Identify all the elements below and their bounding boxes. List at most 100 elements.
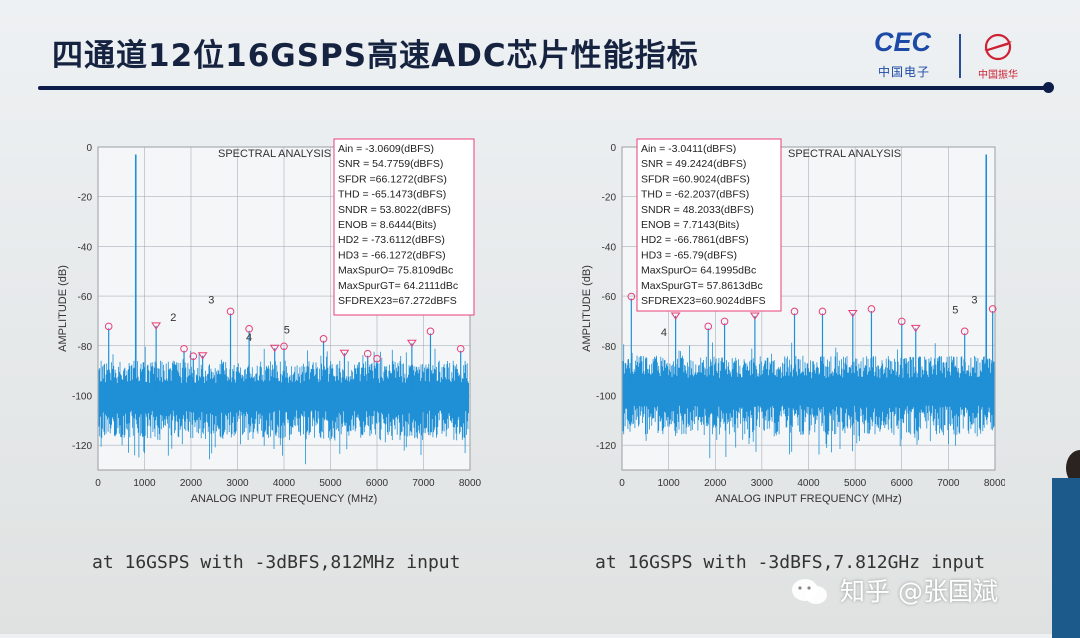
spur-marker — [720, 317, 729, 326]
y-tick-label: -60 — [78, 292, 93, 303]
spur-marker — [847, 309, 858, 318]
stat-line: Ain = -3.0609(dBFS) — [338, 143, 434, 155]
y-tick-label: -20 — [78, 193, 93, 204]
y-tick-label: 0 — [86, 143, 92, 154]
x-tick-label: 7000 — [937, 478, 960, 489]
y-tick-label: -120 — [72, 441, 92, 452]
spur-marker — [197, 352, 208, 360]
spur-marker — [363, 349, 372, 358]
spectrum-chart-right: 0 1000 2000 3000 4000 5000 6000 7000 8000 0 -20 -40… — [581, 138, 1005, 505]
x-tick-label: 3000 — [751, 478, 774, 489]
spur-marker — [704, 322, 713, 331]
chart-caption-right: at 16GSPS with -3dBFS,7.812GHz input — [595, 552, 986, 573]
chart-caption-left: at 16GSPS with -3dBFS,812MHz input — [92, 552, 461, 573]
x-tick-label: 8000 — [984, 478, 1005, 489]
harmonic-label: 4 — [661, 327, 667, 339]
stat-line: HD3 = -65.79(dBFS) — [641, 249, 737, 261]
stat-line: SNDR = 48.2033(dBFS) — [641, 204, 754, 216]
speaker-figure — [1052, 450, 1080, 638]
zhenhua-emblem-icon — [984, 33, 1012, 61]
x-tick-label: 5000 — [319, 478, 342, 489]
spur-marker — [670, 312, 681, 320]
x-tick-label: 1000 — [658, 478, 681, 489]
wechat-icon — [792, 579, 827, 604]
noise-floor-trace — [622, 342, 995, 459]
stat-line: SNR = 49.2424(dBFS) — [641, 158, 746, 170]
x-tick-label: 2000 — [704, 478, 727, 489]
spectrum-chart-left: 0 1000 2000 3000 4000 5000 6000 7000 8000 0 -20 -40… — [57, 138, 482, 505]
x-tick-label: 3000 — [226, 478, 249, 489]
x-tick-label: 0 — [95, 478, 101, 489]
stat-line: ENOB = 8.6444(Bits) — [338, 219, 436, 231]
spur-marker — [339, 349, 350, 358]
spur-marker — [910, 324, 921, 333]
spur-marker — [151, 322, 162, 330]
stat-line: SFDR =60.9024(dBFS) — [641, 173, 750, 185]
stat-line: HD2 = -73.6112(dBFS) — [338, 234, 445, 246]
spur-marker — [189, 352, 198, 360]
spur-marker — [988, 305, 997, 313]
spur-marker — [749, 312, 760, 320]
stats-box — [636, 138, 782, 312]
y-axis-label: AMPLITUDE (dB) — [57, 265, 69, 352]
stat-line: Ain = -3.0411(dBFS) — [641, 143, 736, 155]
stat-line: THD = -62.2037(dBFS) — [641, 189, 749, 201]
stat-line: MaxSpurGT= 64.2111dBc — [338, 280, 458, 292]
stat-line: HD3 = -66.1272(dBFS) — [338, 249, 446, 261]
stat-line: ENOB = 7.7143(Bits) — [641, 219, 739, 231]
stat-line: SNR = 54.7759(dBFS) — [338, 158, 443, 170]
y-tick-label: -40 — [78, 242, 93, 253]
spur-marker — [456, 344, 465, 353]
x-tick-label: 6000 — [891, 478, 914, 489]
spur-marker — [180, 344, 188, 353]
x-tick-label: 5000 — [844, 478, 867, 489]
x-tick-label: 7000 — [412, 478, 435, 489]
spur-marker — [104, 322, 113, 331]
x-tick-label: 2000 — [180, 478, 203, 489]
y-axis-label: AMPLITUDE (dB) — [581, 265, 593, 352]
y-tick-label: -120 — [596, 441, 616, 452]
stat-line: MaxSpurGT= 57.8613dBc — [641, 280, 763, 292]
harmonic-label: 3 — [208, 295, 214, 307]
stat-line: MaxSpurO= 64.1995dBc — [641, 265, 756, 277]
x-axis-label: ANALOG INPUT FREQUENCY (MHz) — [191, 493, 378, 505]
spur-marker — [319, 335, 328, 343]
x-tick-label: 4000 — [797, 478, 820, 489]
zhenhua-logo-subtitle: 中国振华 — [978, 70, 1018, 81]
spur-marker — [818, 307, 827, 316]
slide-title: 四通道12位16GSPS高速ADC芯片性能指标 — [52, 38, 699, 74]
spur-marker — [960, 327, 969, 336]
spur-marker — [269, 344, 280, 353]
stat-line: SFDREX23=67.272dBFS — [338, 295, 457, 307]
stat-line: THD = -65.1473(dBFS) — [338, 189, 446, 201]
title-rule-end-dot — [1043, 82, 1054, 93]
y-tick-label: -60 — [602, 292, 617, 303]
y-tick-label: -40 — [602, 242, 617, 253]
y-tick-label: -80 — [78, 342, 93, 353]
stat-line: SNDR = 53.8022(dBFS) — [338, 204, 451, 216]
spur-marker — [280, 342, 288, 351]
spur-marker — [245, 325, 253, 333]
x-tick-label: 8000 — [459, 478, 482, 489]
y-tick-label: -100 — [596, 391, 616, 402]
logo-divider — [959, 34, 961, 78]
x-tick-label: 6000 — [366, 478, 389, 489]
spur-marker — [867, 305, 876, 313]
stat-line: SFDREX23=60.9024dBFS — [641, 295, 766, 307]
spur-marker — [226, 307, 235, 316]
harmonic-label: 2 — [170, 312, 176, 324]
y-tick-label: -20 — [602, 193, 617, 204]
x-tick-label: 4000 — [273, 478, 296, 489]
chart-title: SPECTRAL ANALYSIS — [788, 148, 901, 160]
spur-marker — [406, 339, 417, 348]
cec-logo-subtitle: 中国电子 — [878, 65, 931, 79]
spur-marker — [373, 354, 381, 363]
y-tick-label: 0 — [610, 143, 616, 154]
spur-marker — [426, 327, 435, 336]
title-rule — [38, 86, 1048, 90]
cec-logo: CEC — [874, 27, 932, 57]
spur-marker — [627, 292, 636, 301]
noise-floor-trace — [98, 346, 469, 465]
harmonic-label: 5 — [284, 324, 290, 336]
x-tick-label: 1000 — [133, 478, 156, 489]
